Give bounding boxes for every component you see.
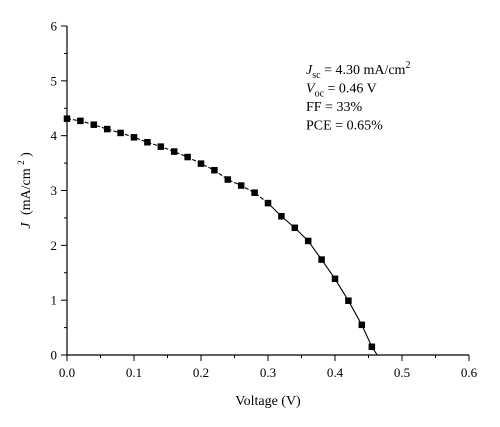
data-point (237, 182, 245, 189)
data-point (251, 189, 258, 196)
y-tick-label: 2 (51, 238, 58, 253)
data-point (331, 275, 339, 283)
data-point (117, 129, 124, 137)
jv-curve-dashed (66, 118, 269, 204)
y-axis-ticks: 0 1 2 3 4 5 6 (51, 19, 67, 363)
y-axis-title: J (mA/cm 2 ) (13, 152, 34, 229)
metric-value: = 4.30 mA/cm (321, 63, 406, 78)
data-point (170, 148, 178, 155)
y-axis-units-close: ) (19, 152, 34, 157)
data-point (157, 143, 165, 150)
data-point (130, 134, 138, 141)
y-tick-label: 0 (51, 348, 58, 363)
plot-area: 0.0 0.1 0.2 0.3 0.4 0.5 0.6 0 1 2 3 4 5 6 (51, 19, 478, 381)
data-point (291, 224, 299, 232)
data-point (77, 117, 84, 125)
metric-subscript: sc (312, 70, 321, 81)
data-point (358, 321, 366, 329)
data-point (103, 125, 111, 133)
data-point (197, 160, 205, 167)
x-tick-label: 0.2 (193, 365, 209, 380)
y-tick-label: 6 (51, 19, 58, 34)
y-axis-units-sup: 2 (16, 160, 26, 165)
metric-value: FF = 33% (306, 100, 362, 115)
y-tick-label: 4 (51, 128, 58, 143)
x-axis-ticks: 0.0 0.1 0.2 0.3 0.4 0.5 0.6 (59, 355, 478, 380)
data-point (345, 297, 352, 304)
x-tick-label: 0.0 (59, 365, 75, 380)
curve-layer (66, 118, 378, 356)
metric-symbol: V (306, 82, 316, 97)
y-axis-symbol: J (19, 222, 34, 229)
data-point (184, 153, 191, 161)
metric-line: Jsc = 4.30 mA/cm2 (306, 60, 410, 81)
data-point (278, 213, 285, 220)
data-point (211, 166, 218, 174)
data-point (304, 237, 312, 245)
metric-value: = 0.46 V (324, 82, 377, 97)
y-tick-label: 5 (51, 73, 58, 88)
data-point (90, 121, 98, 128)
x-axis-title: Voltage (V) (235, 394, 301, 409)
marker-layer (63, 115, 376, 351)
data-point (144, 139, 151, 146)
data-point (318, 256, 325, 263)
metric-value: PCE = 0.65% (306, 119, 383, 134)
data-point (63, 115, 71, 122)
metric-line: PCE = 0.65% (306, 119, 383, 134)
x-tick-label: 0.6 (461, 365, 478, 380)
data-point (264, 199, 272, 207)
y-tick-label: 3 (51, 183, 58, 198)
metric-line: Voc = 0.46 V (306, 82, 377, 100)
x-tick-label: 0.5 (394, 365, 410, 380)
y-tick-label: 1 (51, 293, 58, 308)
data-point (224, 176, 232, 183)
metric-subscript: oc (315, 89, 325, 100)
metric-symbol: J (306, 63, 313, 78)
x-tick-label: 0.1 (126, 365, 142, 380)
metric-superscript: 2 (405, 60, 410, 71)
y-axis-units: (mA/cm (19, 168, 34, 215)
x-tick-label: 0.4 (327, 365, 344, 380)
x-tick-label: 0.3 (260, 365, 276, 380)
jv-curve-solid (267, 202, 378, 356)
data-point (368, 343, 376, 351)
metric-line: FF = 33% (306, 100, 362, 115)
